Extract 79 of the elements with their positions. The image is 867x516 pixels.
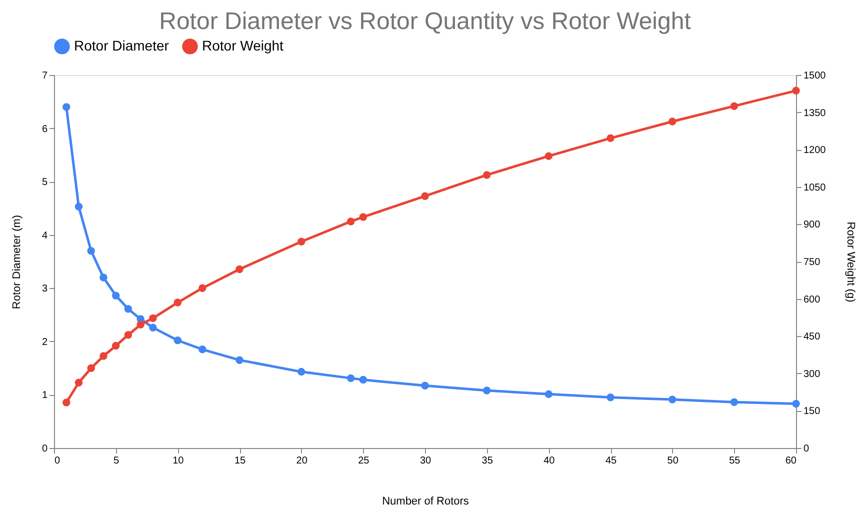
y-tick-label: 1	[42, 390, 48, 402]
point	[359, 213, 368, 221]
point	[87, 364, 95, 372]
x-tick-label: 25	[358, 456, 370, 466]
point	[792, 400, 800, 408]
point	[346, 374, 355, 382]
x-tick-label: 0	[54, 456, 60, 466]
point	[100, 352, 108, 360]
point	[62, 398, 70, 406]
point	[792, 86, 800, 95]
point	[544, 390, 553, 398]
y2-tick-label: 1200	[804, 145, 826, 156]
point	[174, 336, 182, 344]
point	[730, 102, 738, 110]
point	[421, 382, 429, 390]
y-tick-label: 3	[42, 284, 48, 295]
y2-tick-label: 900	[804, 220, 821, 231]
x-tick-label: 50	[667, 456, 679, 466]
x-axis-title: Number of Rotors	[382, 496, 470, 508]
y2-tick-label: 750	[804, 257, 821, 268]
y-tick-label: 5	[42, 177, 48, 188]
point	[421, 192, 429, 200]
legend-label: Rotor Weight	[202, 37, 284, 54]
x-tick-label: 45	[605, 456, 617, 466]
y-tick-label: 7	[42, 70, 48, 82]
point	[87, 246, 95, 255]
chart-title: Rotor Diameter vs Rotor Quantity vs Rotor Weight	[159, 8, 692, 35]
point	[74, 202, 83, 210]
x-tick-label: 35	[482, 456, 494, 466]
y-tick-label: 6	[42, 124, 48, 135]
point	[62, 103, 70, 111]
y-tick-label: 4	[42, 230, 48, 242]
y-tick-label: 2	[42, 336, 48, 348]
point	[112, 342, 120, 350]
legend-label: Rotor Diameter	[74, 37, 170, 54]
point	[668, 118, 676, 126]
y2-tick-label: 0	[804, 444, 810, 454]
point	[346, 218, 355, 226]
point	[124, 305, 132, 313]
y2-tick-label: 1500	[804, 70, 826, 82]
y2-tick-label: 300	[804, 368, 821, 380]
point	[136, 320, 144, 329]
x-tick-label: 5	[114, 456, 120, 466]
point	[730, 398, 738, 406]
y2-tick-label: 600	[804, 294, 821, 306]
y2-tick-label: 150	[804, 406, 821, 418]
point	[236, 356, 244, 364]
point	[668, 396, 676, 404]
x-tick-label: 55	[729, 456, 741, 466]
point	[297, 368, 306, 376]
point	[198, 284, 206, 292]
x-tick-label: 30	[420, 456, 432, 466]
x-tick-label: 10	[172, 456, 184, 466]
point	[149, 324, 157, 332]
x-tick-label: 60	[785, 456, 797, 466]
point	[482, 386, 491, 394]
y2-tick-label: 450	[804, 332, 821, 343]
point	[482, 171, 491, 179]
y-axis-title: Rotor Diameter (m)	[10, 214, 23, 310]
y-tick-label: 0	[42, 444, 48, 454]
point	[297, 238, 306, 246]
point	[544, 152, 553, 160]
point	[149, 314, 157, 322]
point	[174, 298, 182, 306]
point	[74, 378, 83, 386]
point	[198, 346, 206, 354]
point	[100, 274, 108, 282]
point	[606, 134, 614, 142]
x-tick-label: 15	[234, 456, 246, 466]
point	[112, 292, 120, 300]
point	[124, 330, 132, 339]
x-tick-label: 20	[296, 456, 308, 466]
point	[236, 265, 244, 274]
x-tick-label: 40	[544, 456, 556, 466]
point	[606, 394, 614, 402]
y2-axis-title: Rotor Weight (g)	[844, 222, 857, 302]
y2-tick-label: 1350	[804, 108, 826, 119]
point	[359, 376, 368, 384]
y2-tick-label: 1050	[804, 182, 826, 194]
